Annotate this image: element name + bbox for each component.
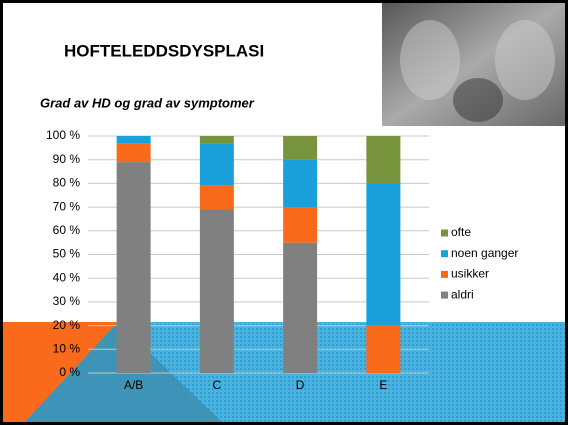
bar-segment xyxy=(366,136,401,184)
y-tick-label: 80 % xyxy=(53,176,81,190)
y-tick-label: 100 % xyxy=(46,128,80,142)
x-tick-label: C xyxy=(213,378,222,392)
y-tick-label: 60 % xyxy=(53,223,81,237)
bar-segment xyxy=(366,325,401,373)
legend-label: ofte xyxy=(451,225,471,239)
bar-segment xyxy=(199,143,234,186)
bar-segment xyxy=(199,136,234,144)
y-tick-label: 10 % xyxy=(53,341,81,355)
legend-label: aldri xyxy=(451,287,474,301)
x-tick-label: A/B xyxy=(124,378,143,392)
chart-subtitle: Grad av HD og grad av symptomer xyxy=(40,95,255,110)
slide-title: HOFTELEDDSDYSPLASI xyxy=(64,41,264,60)
bar-segment xyxy=(116,136,151,144)
legend-label: noen ganger xyxy=(451,246,518,260)
bar-segment xyxy=(199,185,234,210)
bar-segment xyxy=(283,136,318,160)
y-tick-label: 50 % xyxy=(53,247,81,261)
bar-segment xyxy=(283,207,318,243)
decor-orange xyxy=(0,322,118,425)
x-tick-label: D xyxy=(296,378,305,392)
y-tick-label: 40 % xyxy=(53,270,81,284)
y-tick-label: 0 % xyxy=(59,365,80,379)
y-tick-label: 20 % xyxy=(53,318,81,332)
bar-segment xyxy=(283,242,318,373)
x-tick-label: E xyxy=(379,378,387,392)
bar-segment xyxy=(366,183,401,326)
bar-segment xyxy=(199,209,234,373)
y-tick-label: 30 % xyxy=(53,294,81,308)
bar-segment xyxy=(116,162,151,373)
y-tick-label: 70 % xyxy=(53,199,81,213)
legend-label: usikker xyxy=(451,267,489,281)
bar-segment xyxy=(283,159,318,208)
legend-swatch xyxy=(441,270,448,278)
legend-swatch xyxy=(441,250,448,258)
legend-swatch xyxy=(441,229,448,237)
bar-segment xyxy=(116,143,151,163)
legend-swatch xyxy=(441,291,448,299)
xray-image xyxy=(382,0,568,126)
y-tick-label: 90 % xyxy=(53,152,81,166)
